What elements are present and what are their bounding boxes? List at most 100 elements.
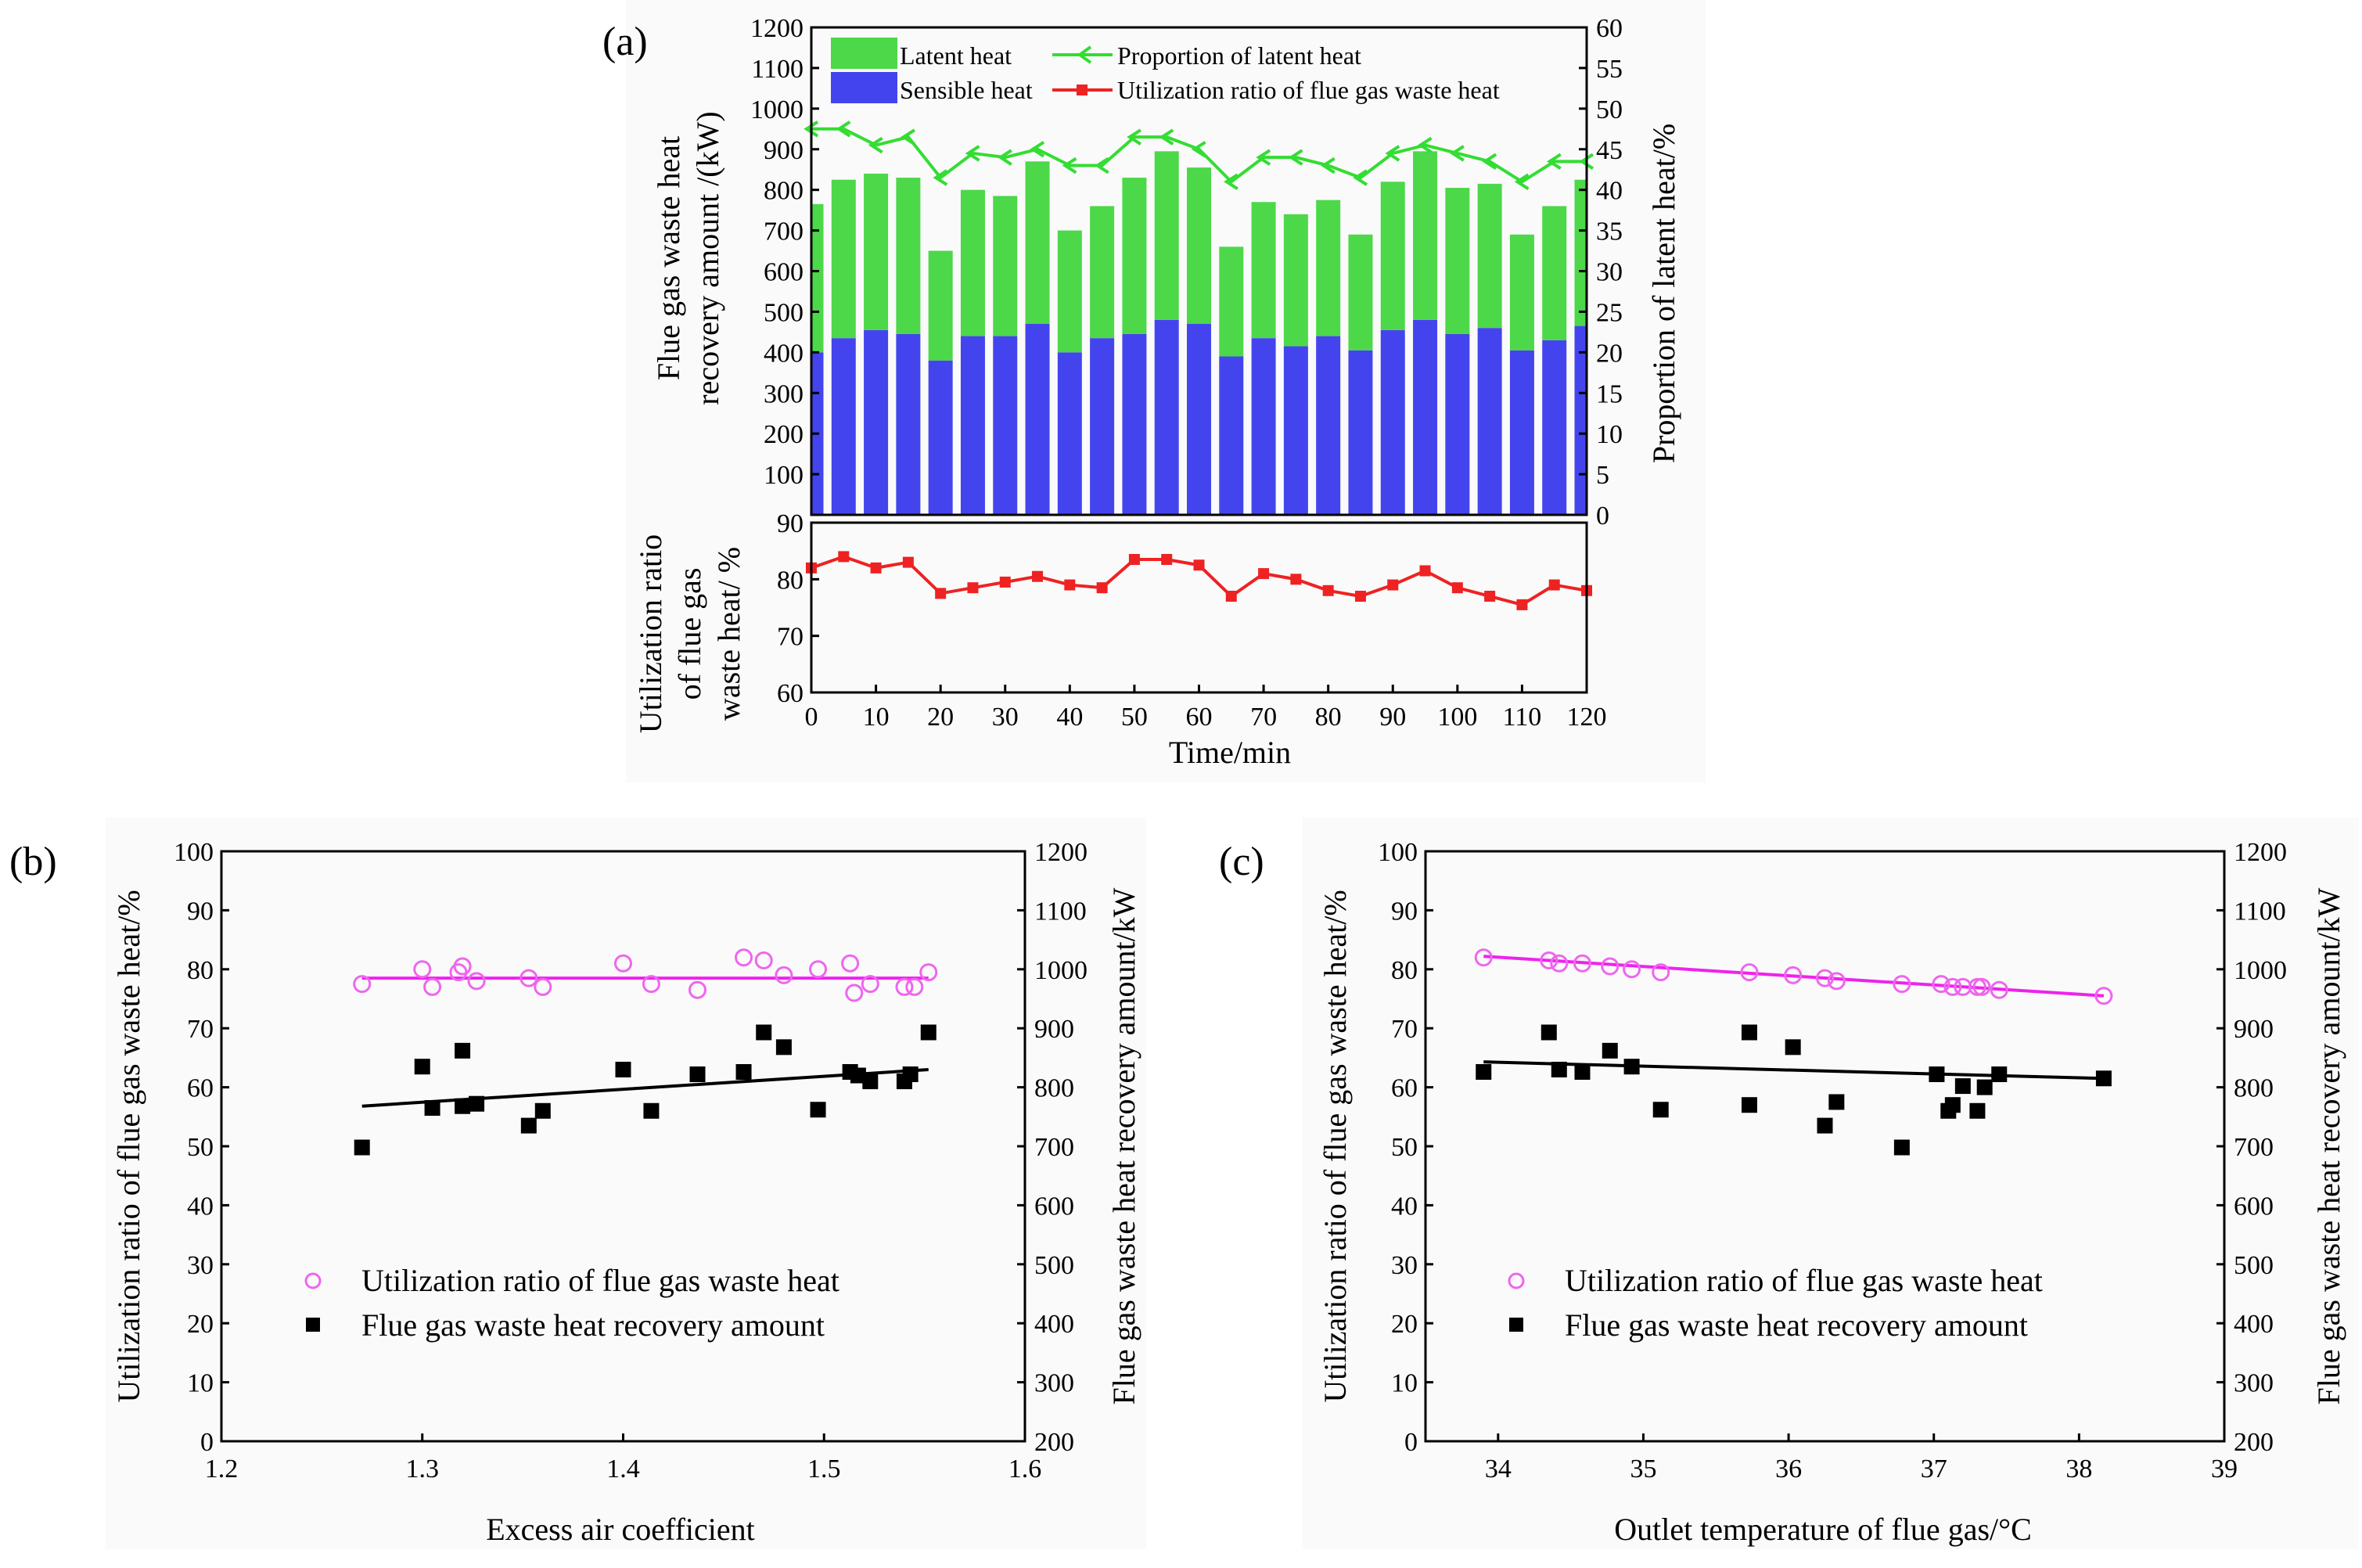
legend-sensible-swatch bbox=[831, 72, 897, 103]
x-tick-label: 40 bbox=[1056, 703, 1083, 732]
panel-b-legend-square-label: Flue gas waste heat recovery amount bbox=[361, 1307, 825, 1343]
latent-heat-bar bbox=[928, 250, 953, 361]
y-tick-label: 10 bbox=[1391, 1369, 1418, 1398]
y-tick-label: 0 bbox=[1404, 1428, 1418, 1457]
utilization-point bbox=[1540, 951, 1558, 969]
proportion-point bbox=[933, 169, 948, 186]
utilization-point bbox=[1573, 954, 1591, 973]
proportion-point bbox=[1256, 149, 1271, 166]
utilization-point bbox=[999, 576, 1011, 588]
recovery-point bbox=[1893, 1139, 1910, 1156]
utilization-point bbox=[1451, 582, 1463, 594]
utilization-point bbox=[2094, 987, 2113, 1005]
latent-heat-bar bbox=[1025, 161, 1050, 324]
y2-tick-label: 400 bbox=[1034, 1310, 1074, 1339]
y2-tick-label: 60 bbox=[1596, 14, 1623, 43]
utilization-point bbox=[905, 977, 924, 996]
panel-c-y2label: Flue gas waste heat recovery amount/kW bbox=[2311, 887, 2346, 1404]
y2-tick-label: 800 bbox=[1034, 1074, 1074, 1103]
recovery-point bbox=[756, 1024, 772, 1041]
panel-c-ylabel: Utilization ratio of flue gas waste heat… bbox=[1318, 890, 1353, 1402]
proportion-point bbox=[1062, 156, 1077, 174]
latent-heat-bar bbox=[1251, 202, 1276, 339]
proportion-point bbox=[965, 145, 980, 162]
panel-a-bars bbox=[811, 151, 1587, 515]
x-tick-label: 10 bbox=[863, 703, 890, 732]
legend-latent-label: Latent heat bbox=[900, 41, 1012, 70]
recovery-point bbox=[1991, 1066, 2008, 1083]
sensible-heat-bar bbox=[1154, 319, 1179, 515]
utilization-point bbox=[1516, 599, 1528, 610]
lower-y-tick-label: 90 bbox=[777, 509, 804, 538]
y-tick-label: 80 bbox=[1391, 956, 1418, 985]
recovery-point bbox=[1944, 1097, 1961, 1113]
proportion-point bbox=[901, 128, 915, 146]
latent-heat-bar bbox=[993, 196, 1018, 336]
utilization-point bbox=[735, 948, 753, 967]
latent-heat-bar bbox=[1509, 234, 1534, 351]
recovery-point bbox=[902, 1066, 919, 1083]
y-tick-label: 1000 bbox=[750, 95, 804, 124]
y-tick-label: 60 bbox=[1391, 1074, 1418, 1103]
lower-y-tick-label: 80 bbox=[777, 566, 804, 595]
utilization-point bbox=[353, 975, 372, 994]
x-tick-label: 38 bbox=[2065, 1455, 2092, 1483]
utilization-point bbox=[1419, 565, 1431, 577]
proportion-point bbox=[1030, 141, 1045, 158]
utilization-point bbox=[1032, 570, 1044, 582]
proportion-point bbox=[1450, 145, 1465, 162]
panel-label-c: (c) bbox=[1219, 840, 1264, 884]
utilization-point bbox=[423, 977, 442, 996]
proportion-point bbox=[1514, 173, 1530, 190]
utilization-point bbox=[809, 960, 828, 979]
panel-b-xlabel: Excess air coefficient bbox=[486, 1512, 755, 1547]
latent-heat-bar bbox=[1348, 234, 1373, 351]
utilization-point bbox=[642, 975, 660, 994]
recovery-point bbox=[862, 1074, 879, 1090]
latent-heat-bar bbox=[1477, 183, 1502, 329]
sensible-heat-bar bbox=[1477, 328, 1502, 515]
y-tick-label: 600 bbox=[764, 258, 804, 287]
recovery-point bbox=[775, 1039, 792, 1056]
y2-tick-label: 500 bbox=[2234, 1251, 2274, 1280]
y-tick-label: 50 bbox=[1391, 1133, 1418, 1162]
latent-heat-bar bbox=[1445, 188, 1470, 334]
utilization-point bbox=[1484, 591, 1496, 602]
utilization-point bbox=[1258, 568, 1270, 580]
y2-tick-label: 500 bbox=[1034, 1251, 1074, 1280]
sensible-heat-bar bbox=[1025, 323, 1050, 515]
y2-tick-label: 1100 bbox=[2234, 897, 2286, 926]
panel-a-legend: Latent heat Sensible heat Proportion of … bbox=[831, 38, 1500, 104]
panel-b-ylabel: Utilization ratio of flue gas waste heat… bbox=[111, 890, 146, 1402]
y2-tick-label: 45 bbox=[1596, 136, 1623, 165]
utilization-point bbox=[1623, 960, 1641, 979]
y-tick-label: 100 bbox=[764, 461, 804, 490]
sensible-heat-bar bbox=[1413, 319, 1438, 515]
utilization-point bbox=[967, 582, 979, 594]
y-tick-label: 20 bbox=[187, 1310, 214, 1339]
panel-b-legend: Utilization ratio of flue gas waste heat… bbox=[304, 1263, 839, 1343]
panel-c-background bbox=[1303, 818, 2359, 1549]
recovery-point bbox=[1652, 1102, 1669, 1118]
utilization-point bbox=[845, 984, 864, 1002]
x-tick-label: 120 bbox=[1567, 703, 1607, 732]
x-tick-label: 60 bbox=[1186, 703, 1213, 732]
utilization-point bbox=[1550, 954, 1569, 973]
sensible-heat-bar bbox=[1090, 338, 1115, 515]
recovery-point bbox=[1785, 1039, 1801, 1056]
x-tick-label: 1.4 bbox=[606, 1455, 640, 1483]
panel-b-plot: 0 10 20 30 40 50 60 70 80 90 100 200 300 400 500 600 700… bbox=[174, 838, 1088, 1483]
x-tick-label: 90 bbox=[1379, 703, 1406, 732]
sensible-heat-bar bbox=[1542, 340, 1567, 515]
recovery-point bbox=[615, 1061, 631, 1077]
sensible-heat-bar bbox=[1348, 350, 1373, 515]
utilization-point bbox=[1548, 579, 1560, 591]
latent-heat-bar bbox=[1154, 151, 1179, 320]
y2-tick-label: 1200 bbox=[2234, 838, 2287, 867]
x-tick-label: 1.5 bbox=[807, 1455, 841, 1483]
y2-tick-label: 1000 bbox=[1034, 956, 1088, 985]
recovery-point bbox=[1741, 1024, 1757, 1041]
proportion-point bbox=[836, 120, 851, 138]
utilization-point bbox=[895, 977, 914, 996]
sensible-heat-bar bbox=[1057, 352, 1082, 515]
